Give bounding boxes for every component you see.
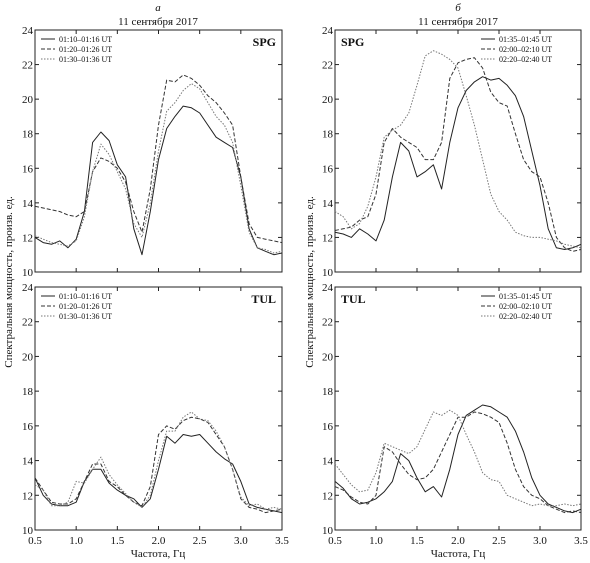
station-label: SPG	[341, 35, 364, 49]
y-tick-label: 12	[322, 232, 333, 244]
y-tick-label: 20	[322, 351, 334, 363]
y-axis-label-right: Спектральная мощность, произв. ед.	[304, 196, 316, 368]
y-tick-label: 10	[322, 525, 334, 537]
legend-entry: 01:10–01:16 UT	[59, 292, 112, 301]
plot-frame	[34, 29, 283, 273]
y-tick-label: 24	[22, 282, 34, 294]
column-header-b: б 11 сентября 2017	[418, 2, 498, 28]
y-tick-label: 14	[322, 198, 334, 210]
y-tick-label: 18	[22, 129, 34, 141]
station-label: TUL	[251, 292, 276, 306]
series-line	[34, 434, 283, 514]
y-tick-label: 10	[22, 525, 34, 537]
y-tick-label: 18	[322, 129, 334, 141]
y-tick-label: 14	[22, 456, 34, 468]
column-date-a: 11 сентября 2017	[118, 16, 198, 28]
plot-frame	[334, 286, 582, 531]
legend-entry: 01:30–01:36 UT	[59, 55, 112, 64]
y-tick-label: 10	[322, 267, 334, 279]
panel-b-tul: 10 12 14 16 18 20 22 24 0.5 1.0 1.5 2.0 2.5 3.0 3.5 TUL…	[322, 282, 588, 547]
y-tick-label: 22	[322, 60, 333, 72]
legend-entry: 01:20–01:26 UT	[59, 302, 112, 311]
y-tick-label: 24	[22, 25, 34, 37]
x-tick-label: 1.0	[69, 535, 83, 547]
y-tick-label: 22	[22, 317, 33, 329]
x-tick-label: 3.5	[275, 535, 289, 547]
column-letter-b: б	[455, 2, 461, 14]
y-tick-label: 10	[22, 267, 34, 279]
y-tick-label: 24	[322, 25, 334, 37]
x-axis-label-left: Частота, Гц	[131, 548, 186, 560]
legend-entry: 01:35–01:45 UT	[499, 292, 552, 301]
legend-entry: 01:35–01:45 UT	[499, 35, 552, 44]
series-line	[334, 57, 582, 252]
plot-frame	[334, 29, 582, 273]
station-label: SPG	[253, 35, 276, 49]
y-tick-label: 18	[322, 386, 334, 398]
series-line	[334, 404, 582, 514]
legend-entry: 02:00–02:10 UT	[499, 45, 552, 54]
x-tick-label: 3.5	[574, 535, 588, 547]
x-tick-label: 1.0	[369, 535, 383, 547]
y-tick-label: 20	[322, 94, 334, 106]
x-tick-label: 3.0	[234, 535, 248, 547]
column-date-b: 11 сентября 2017	[418, 16, 498, 28]
series-line	[34, 416, 283, 514]
y-tick-label: 16	[22, 163, 34, 175]
x-axis-label-right: Частота, Гц	[431, 548, 486, 560]
series-line	[334, 409, 582, 507]
legend-entry: 02:20–02:40 UT	[499, 312, 552, 321]
column-letter-a: а	[155, 2, 161, 14]
series-line	[334, 411, 582, 514]
y-tick-label: 16	[22, 421, 34, 433]
x-tick-label: 2.5	[492, 535, 506, 547]
series-line	[34, 411, 283, 510]
y-axis-label-left: Спектральная мощность, произв. ед.	[3, 196, 15, 368]
y-tick-label: 14	[22, 198, 34, 210]
x-tick-label: 2.0	[451, 535, 465, 547]
x-tick-label: 1.5	[410, 535, 424, 547]
y-tick-label: 20	[22, 351, 34, 363]
y-tick-label: 22	[22, 60, 33, 72]
x-tick-label: 2.5	[193, 535, 207, 547]
y-tick-label: 20	[22, 94, 34, 106]
x-tick-label: 1.5	[110, 535, 124, 547]
y-tick-label: 16	[322, 421, 334, 433]
legend-entry: 02:20–02:40 UT	[499, 55, 552, 64]
y-tick-label: 24	[322, 282, 334, 294]
y-tick-label: 12	[22, 232, 33, 244]
panel-b-spg: 10 12 14 16 18 20 22 24 SPG 01:35–01:45 UT02:00–0…	[322, 25, 582, 279]
x-tick-label: 0.5	[328, 535, 342, 547]
legend-entry: 02:00–02:10 UT	[499, 302, 552, 311]
series-line	[334, 50, 582, 249]
legend-entry: 01:20–01:26 UT	[59, 45, 112, 54]
panel-a-tul: 10 12 14 16 18 20 22 24 0.5 1.0 1.5 2.0 2.5 3.0 3.5 TUL…	[22, 282, 289, 547]
series-line	[34, 74, 283, 244]
x-tick-label: 3.0	[533, 535, 547, 547]
x-tick-label: 2.0	[152, 535, 166, 547]
legend-entry: 01:10–01:16 UT	[59, 35, 112, 44]
legend-entry: 01:30–01:36 UT	[59, 312, 112, 321]
series-line	[334, 76, 582, 250]
column-header-a: а 11 сентября 2017	[118, 2, 198, 28]
y-tick-label: 14	[322, 456, 334, 468]
series-line	[34, 83, 283, 254]
y-tick-label: 12	[22, 490, 33, 502]
panel-a-spg: 10 12 14 16 18 20 22 24 SPG 01:10–01:16 UT01:20–0…	[22, 25, 283, 279]
y-tick-label: 18	[22, 386, 34, 398]
y-tick-label: 12	[322, 490, 333, 502]
station-label: TUL	[341, 292, 366, 306]
x-tick-label: 0.5	[28, 535, 42, 547]
y-tick-label: 16	[322, 163, 334, 175]
y-tick-label: 22	[322, 317, 333, 329]
